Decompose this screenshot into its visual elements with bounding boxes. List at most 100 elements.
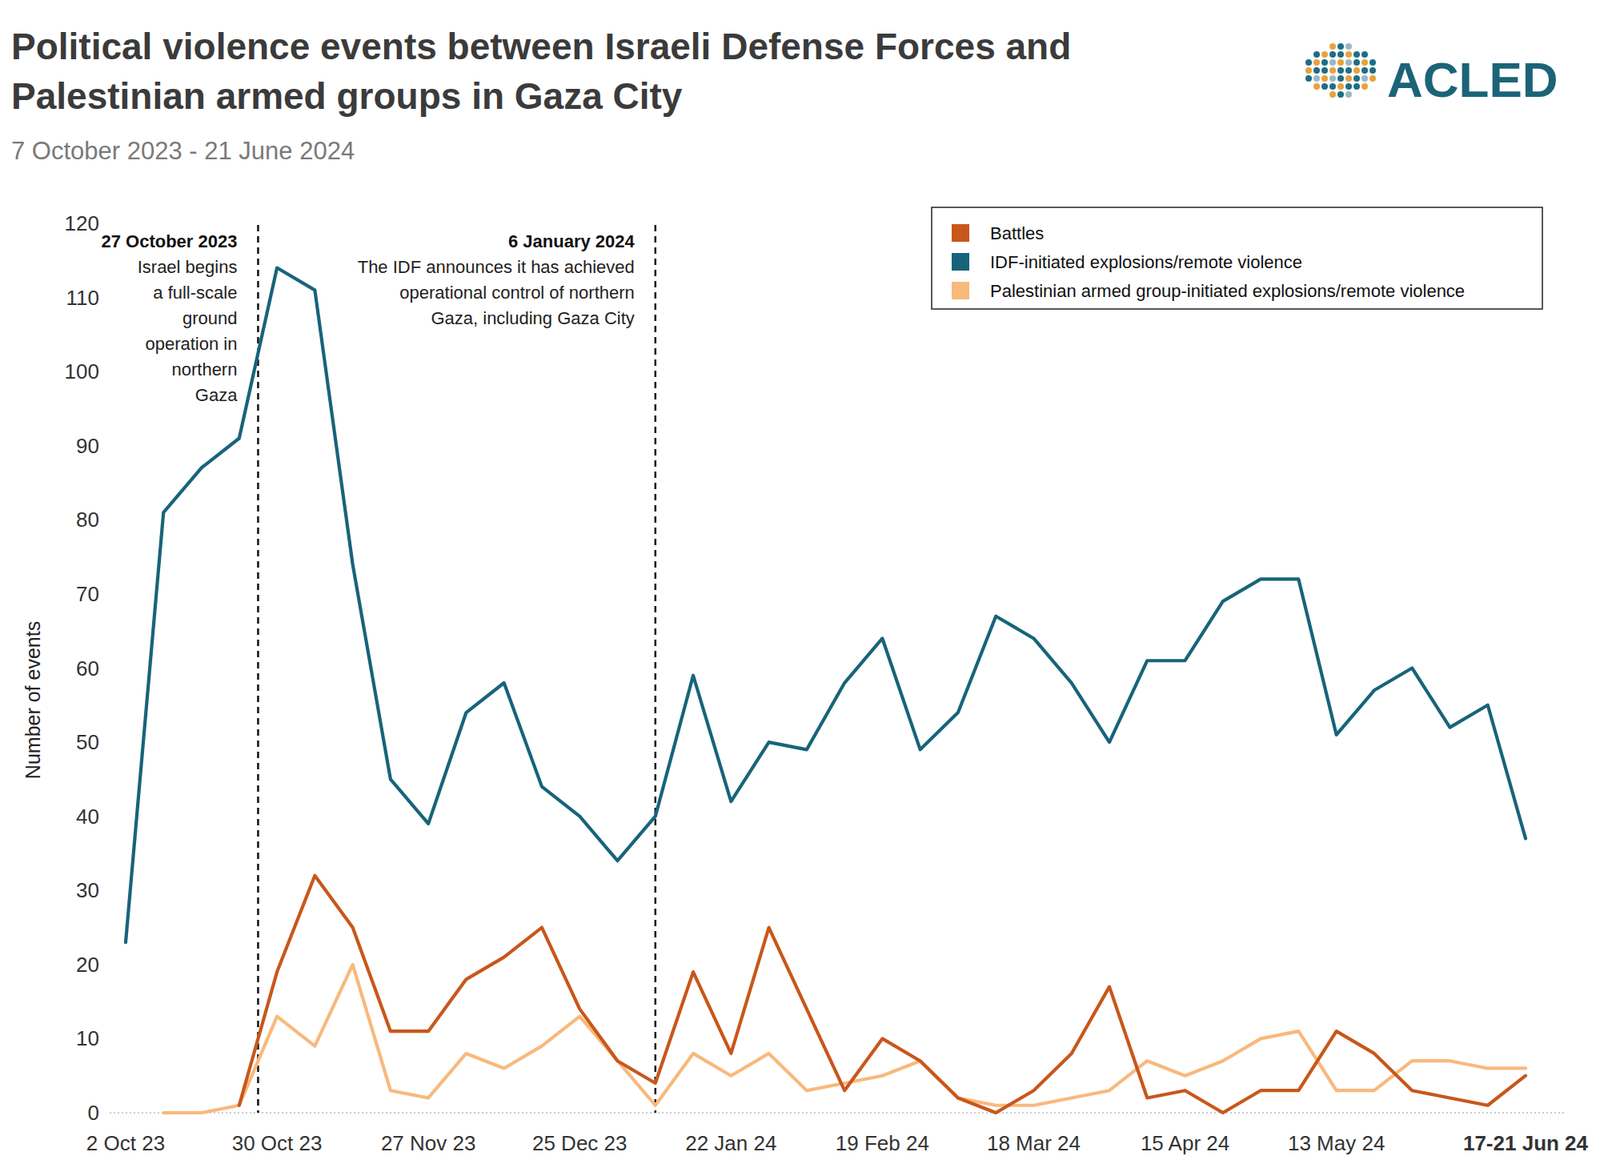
logo-dot [1345, 51, 1352, 58]
logo-dot [1329, 75, 1336, 82]
logo-dot [1321, 75, 1328, 82]
logo-dot [1337, 59, 1344, 66]
legend-label: Battles [990, 223, 1044, 244]
logo-dot [1329, 67, 1336, 74]
x-tick-label: 19 Feb 24 [835, 1130, 930, 1155]
logo-dot [1361, 51, 1368, 58]
y-tick-label: 20 [76, 952, 100, 977]
logo-dot [1361, 83, 1368, 90]
y-tick-label: 90 [76, 433, 100, 458]
title-line: Political violence events between Israel… [11, 25, 1071, 68]
annotation-text: northern [171, 359, 237, 380]
logo-dot [1329, 91, 1336, 98]
logo-dot [1305, 75, 1312, 82]
logo-dot [1329, 43, 1336, 50]
y-tick-label: 110 [66, 285, 100, 310]
x-tick-label: 30 Oct 23 [232, 1130, 323, 1155]
annotation-line [654, 224, 658, 1113]
logo-dot [1321, 83, 1328, 90]
logo-dot [1353, 67, 1360, 74]
x-tick-label: 15 Apr 24 [1140, 1130, 1230, 1155]
plot-area [125, 268, 1526, 1113]
y-tick-label: 30 [76, 878, 100, 903]
logo-dot [1337, 43, 1344, 50]
logo-dot [1337, 75, 1344, 82]
logo-dot [1369, 67, 1376, 74]
logo-dot [1353, 75, 1360, 82]
x-tick-label: 18 Mar 24 [986, 1130, 1081, 1155]
x-tick-label: 27 Nov 23 [380, 1130, 477, 1155]
y-tick-label: 70 [76, 581, 100, 606]
x-tick-label: 13 May 24 [1287, 1130, 1385, 1155]
y-tick-label: 100 [64, 359, 100, 384]
logo-dot [1345, 43, 1352, 50]
logo-dot [1345, 59, 1352, 66]
annotation-title: 27 October 2023 [100, 231, 237, 252]
logo-dot [1345, 67, 1352, 74]
logo-dot [1353, 83, 1360, 90]
y-tick-label: 120 [64, 211, 100, 236]
logo-dot [1321, 51, 1328, 58]
logo-text: ACLED [1387, 52, 1559, 108]
logo-dot [1337, 91, 1344, 98]
x-tick-label: 22 Jan 24 [685, 1130, 777, 1155]
logo-dot [1321, 67, 1328, 74]
y-axis-label: Number of events [21, 621, 45, 779]
legend-box [931, 207, 1543, 309]
logo-dot [1361, 67, 1368, 74]
chart: Political violence events between Israel… [0, 0, 1600, 1164]
annotation-title: 6 January 2024 [508, 231, 636, 252]
logo-dot [1305, 67, 1312, 74]
logo-dot [1337, 51, 1344, 58]
y-tick-label: 10 [76, 1026, 100, 1051]
annotation-text: Gaza [195, 384, 238, 406]
logo-dot [1369, 75, 1376, 82]
legend-swatch [951, 224, 970, 242]
title-line: Palestinian armed groups in Gaza City [11, 75, 683, 117]
y-tick-label: 60 [76, 656, 100, 681]
logo-dot [1337, 83, 1344, 90]
annotation-text: The IDF announces it has achieved [357, 256, 635, 277]
logo-dot [1313, 51, 1320, 58]
logo-dot [1329, 83, 1336, 90]
series-line [239, 875, 1526, 1113]
legend-label: Palestinian armed group-initiated explos… [990, 280, 1465, 301]
logo-dot [1329, 59, 1336, 66]
y-tick-label: 0 [88, 1100, 100, 1125]
legend-label: IDF-initiated explosions/remote violence [990, 252, 1303, 273]
series-line [125, 268, 1526, 943]
logo-dot [1353, 51, 1360, 58]
title: Political violence events between Israel… [11, 25, 1071, 117]
logo-dot [1353, 59, 1360, 66]
logo-dot [1345, 83, 1352, 90]
logo-dot [1361, 59, 1368, 66]
annotation-text: operation in [144, 333, 237, 354]
annotation-text: operational control of northern [399, 282, 635, 303]
x-axis-line [109, 1111, 1566, 1114]
subtitle: 7 October 2023 - 21 June 2024 [11, 136, 355, 165]
y-tick-label: 40 [76, 804, 100, 829]
annotation-text: ground [182, 308, 238, 329]
annotation-text: Israel begins [137, 256, 238, 277]
legend-swatch [951, 281, 970, 300]
logo-dot [1305, 59, 1312, 66]
logo-dot [1321, 59, 1328, 66]
x-tick-label: 25 Dec 23 [532, 1130, 628, 1155]
x-tick-label: 17-21 Jun 24 [1463, 1130, 1589, 1155]
logo-dot [1313, 83, 1320, 90]
logo-dot [1337, 67, 1344, 74]
logo-dot [1329, 51, 1336, 58]
legend-swatch [951, 252, 970, 271]
logo-dot [1313, 59, 1320, 66]
y-tick-label: 50 [76, 729, 100, 754]
y-tick-label: 80 [76, 507, 100, 532]
x-tick-label: 2 Oct 23 [86, 1130, 165, 1155]
logo-dot [1345, 75, 1352, 82]
annotation-text: a full-scale [152, 282, 237, 303]
annotation-text: Gaza, including Gaza City [430, 308, 634, 329]
logo-dot [1369, 59, 1376, 66]
logo-dot [1361, 75, 1368, 82]
logo-dot [1345, 91, 1352, 98]
logo-dot [1313, 67, 1320, 74]
logo-dot [1313, 75, 1320, 82]
